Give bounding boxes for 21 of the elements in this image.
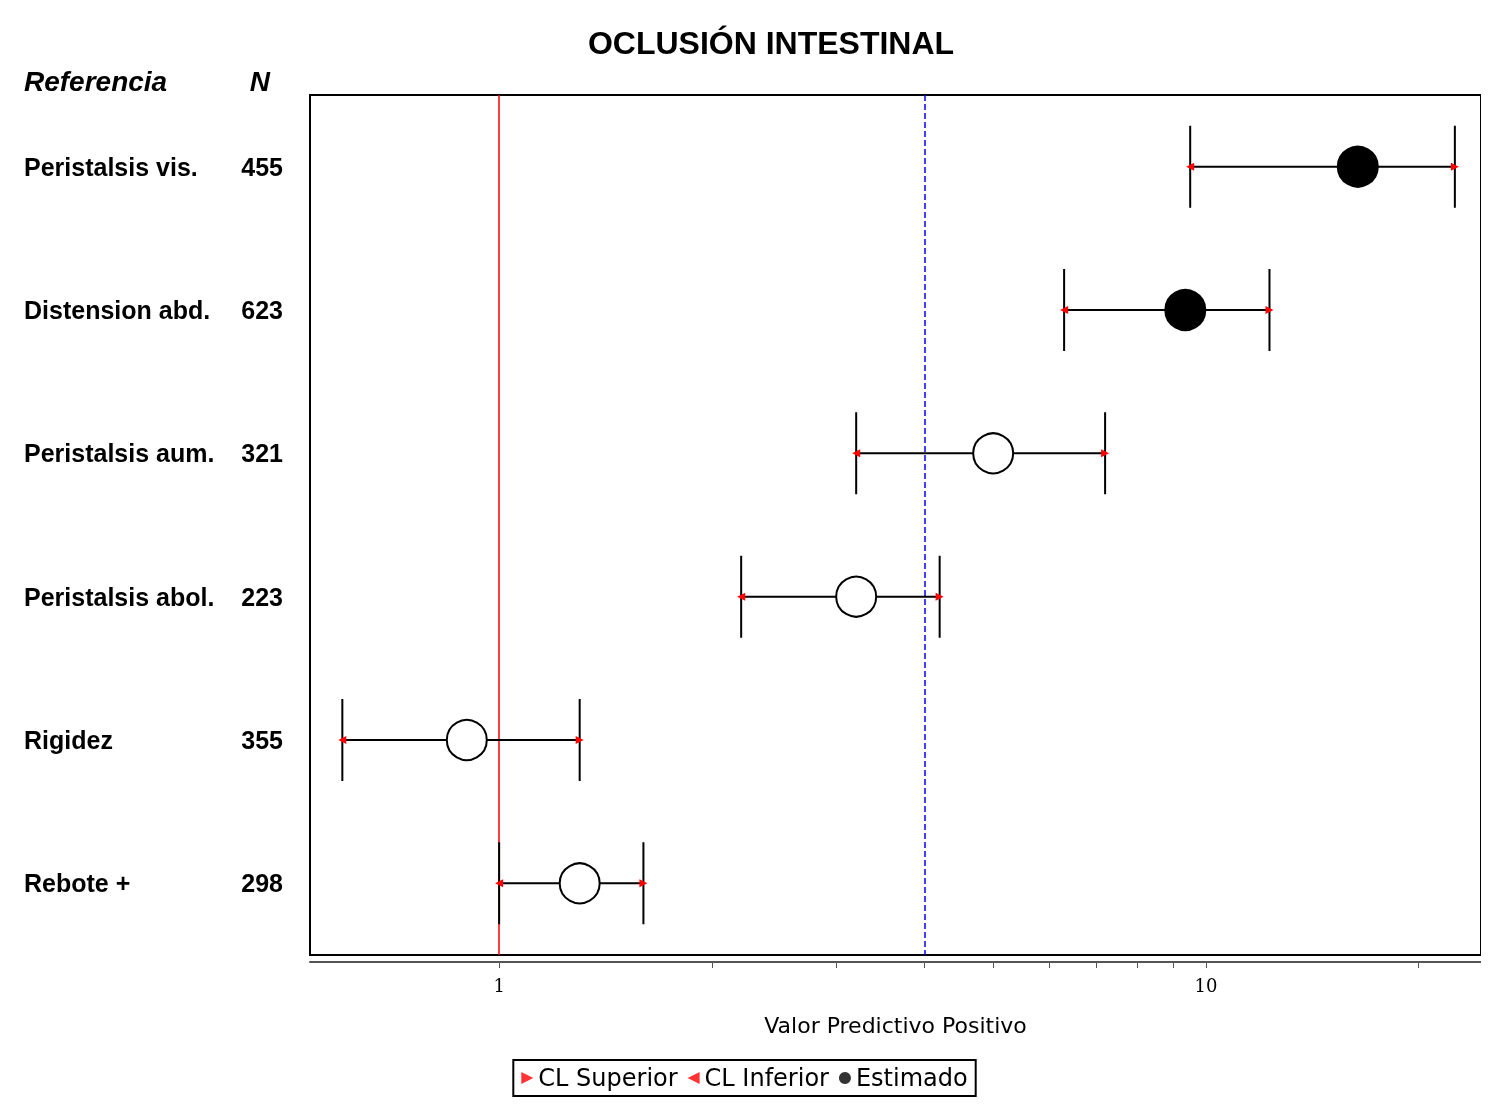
y2-axis-title: N xyxy=(249,65,271,97)
y2-tick-label: 355 xyxy=(241,726,284,754)
y2-tick-label: 455 xyxy=(241,152,284,181)
y-axis-title: Referencia xyxy=(24,65,168,97)
y2-tick-label: 623 xyxy=(241,296,283,324)
y2-tick-label: 298 xyxy=(241,869,284,898)
legend-label: Estimado xyxy=(855,1064,968,1092)
x-tick-label: 1 xyxy=(493,974,505,996)
y-tick-label: Rigidez xyxy=(24,726,113,754)
chart-title: OCLUSIÓN INTESTINAL xyxy=(587,25,955,61)
x-axis-title: Valor Predictivo Positivo xyxy=(764,1012,1027,1038)
y-tick-label: Distension abd. xyxy=(24,296,211,324)
y-tick-label: Peristalsis aum. xyxy=(24,439,215,468)
y-tick-label: Rebote + xyxy=(24,869,131,898)
y2-tick-label: 223 xyxy=(241,582,283,611)
x-tick-label: 10 xyxy=(1194,974,1218,996)
legend-label: CL Superior xyxy=(538,1064,678,1092)
y-tick-label: Peristalsis abol. xyxy=(24,582,215,611)
y-tick-label: Peristalsis vis. xyxy=(24,152,198,181)
legend-label: CL Inferior xyxy=(704,1064,830,1092)
y2-tick-label: 321 xyxy=(241,439,284,468)
